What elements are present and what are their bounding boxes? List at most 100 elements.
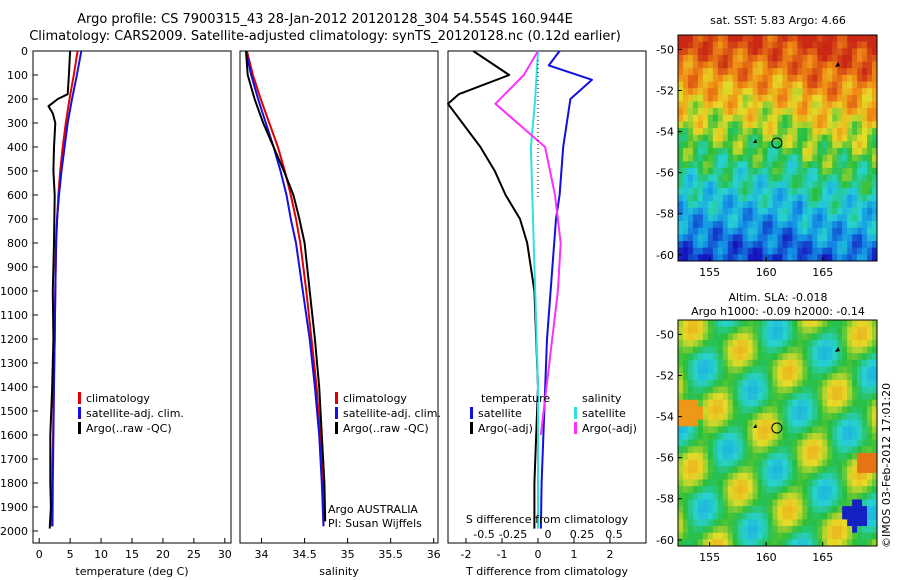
map-cell — [722, 346, 729, 354]
map-cell — [822, 426, 828, 434]
map-cell — [762, 386, 768, 394]
map-cell — [817, 353, 823, 361]
map-cell — [822, 359, 828, 367]
map-cell — [682, 48, 689, 56]
map-cell — [678, 406, 684, 414]
map-cell — [752, 247, 758, 255]
map-cell — [752, 194, 758, 202]
map-cell — [742, 121, 748, 129]
map-cell — [712, 413, 719, 421]
map-cell — [727, 81, 734, 89]
map-cell — [742, 61, 748, 69]
map-cell — [678, 326, 684, 334]
map-frame — [677, 34, 878, 262]
map-cell — [727, 373, 734, 381]
map-cell — [747, 194, 753, 202]
map-cell — [682, 247, 689, 255]
map-cell — [732, 88, 738, 96]
map-cell — [737, 174, 743, 182]
map-cell — [697, 532, 704, 540]
map-cell — [792, 333, 798, 341]
map-cell — [707, 121, 714, 129]
map-cell — [862, 413, 868, 421]
map-cell — [842, 234, 848, 242]
map-cell — [682, 472, 689, 480]
map-cell — [872, 333, 878, 341]
map-cell — [812, 466, 818, 474]
map-cell — [812, 134, 818, 142]
map-cell — [692, 214, 699, 222]
lon-tick-label: 165 — [812, 266, 833, 279]
map-cell — [832, 194, 838, 202]
map-cell — [842, 161, 848, 169]
map-cell — [682, 148, 689, 155]
map-cell — [682, 519, 689, 527]
map-cell — [682, 181, 689, 189]
map-cell — [678, 426, 684, 434]
map-cell — [872, 54, 878, 62]
map-cell — [732, 214, 738, 222]
map-cell — [767, 479, 773, 487]
map-cell — [752, 214, 758, 222]
map-cell — [867, 512, 873, 520]
map-cell — [702, 74, 709, 82]
map-cell — [822, 201, 828, 209]
map-cell — [862, 359, 868, 367]
map-cell — [842, 108, 848, 116]
panel-annotation: Argo AUSTRALIA — [328, 503, 418, 516]
map-cell — [772, 399, 778, 407]
map-cell — [832, 108, 838, 116]
map-cell — [757, 446, 763, 454]
map-cell — [777, 254, 783, 262]
map-cell — [712, 346, 719, 354]
map-cell — [697, 373, 704, 381]
map-cell — [822, 35, 828, 42]
map-cell — [742, 181, 748, 189]
map-cell — [747, 459, 753, 467]
map-cell — [822, 68, 828, 76]
map-cell — [792, 81, 798, 89]
map-cell — [752, 148, 758, 155]
map-cell — [852, 479, 858, 487]
map-cell — [687, 234, 694, 242]
map-cell — [732, 81, 738, 89]
map-cell — [742, 201, 748, 209]
map-cell — [872, 81, 878, 89]
map-cell — [678, 459, 684, 467]
map-cell — [682, 187, 689, 195]
salinity-panel-frame — [239, 50, 439, 544]
legend-label: Argo(..raw -QC) — [86, 422, 172, 435]
map-cell — [837, 167, 843, 175]
map-cell — [752, 419, 758, 427]
map-cell — [852, 359, 858, 367]
map-cell — [847, 121, 853, 129]
map-cell — [802, 68, 808, 76]
map-cell — [867, 379, 873, 387]
map-cell — [837, 61, 843, 69]
map-cell — [727, 254, 734, 262]
map-cell — [792, 393, 798, 401]
map-cell — [837, 519, 843, 527]
map-cell — [742, 439, 748, 447]
map-cell — [762, 419, 768, 427]
map-cell — [678, 472, 684, 480]
map-cell — [767, 121, 773, 129]
map-cell — [732, 61, 738, 69]
map-cell — [747, 167, 753, 175]
map-cell — [792, 479, 798, 487]
map-cell — [712, 459, 719, 467]
map-cell — [722, 134, 729, 142]
map-cell — [707, 88, 714, 96]
map-cell — [702, 413, 709, 421]
map-cell — [692, 413, 699, 421]
map-cell — [792, 339, 798, 347]
map-cell — [782, 234, 788, 242]
map-cell — [797, 247, 803, 255]
map-cell — [797, 532, 803, 540]
map-cell — [702, 214, 709, 222]
map-cell — [817, 234, 823, 242]
map-cell — [762, 379, 768, 387]
map-cell — [697, 54, 704, 62]
argo-location-marker — [771, 137, 783, 149]
map-cell — [772, 459, 778, 467]
